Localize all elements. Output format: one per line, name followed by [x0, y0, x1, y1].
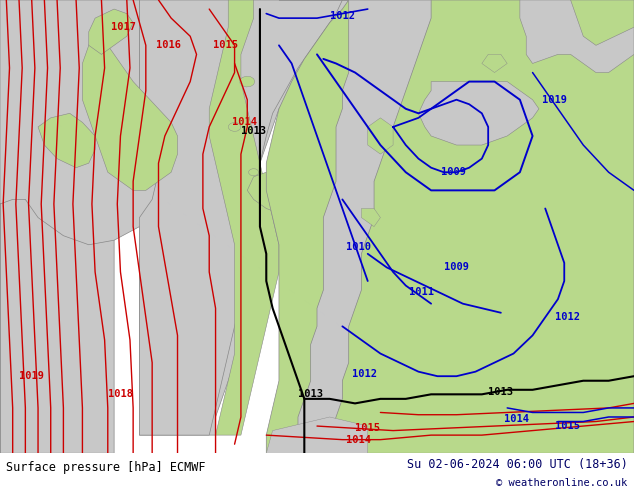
- Text: 1013: 1013: [488, 387, 514, 397]
- Text: 1017: 1017: [111, 22, 136, 32]
- Text: 1011: 1011: [409, 287, 434, 297]
- Polygon shape: [240, 76, 255, 87]
- Polygon shape: [89, 9, 133, 54]
- Text: 1014: 1014: [231, 118, 257, 127]
- Text: 1014: 1014: [504, 414, 529, 424]
- Text: 1014: 1014: [346, 435, 371, 444]
- Text: 1015: 1015: [355, 423, 380, 433]
- Polygon shape: [249, 169, 259, 176]
- Text: 1009: 1009: [441, 167, 466, 177]
- Text: 1019: 1019: [542, 95, 567, 105]
- Polygon shape: [0, 0, 203, 453]
- Text: 1010: 1010: [346, 242, 371, 252]
- Polygon shape: [361, 209, 380, 226]
- Polygon shape: [139, 0, 349, 435]
- Polygon shape: [139, 0, 247, 191]
- Polygon shape: [247, 172, 285, 213]
- Polygon shape: [0, 181, 114, 453]
- Text: 1015: 1015: [555, 421, 580, 431]
- Text: 1012: 1012: [352, 369, 377, 379]
- Polygon shape: [482, 54, 507, 73]
- Polygon shape: [82, 27, 178, 191]
- Text: 1013: 1013: [298, 390, 323, 399]
- Polygon shape: [38, 113, 95, 168]
- Text: 1015: 1015: [212, 40, 238, 50]
- Text: 1013: 1013: [241, 126, 266, 136]
- Polygon shape: [209, 0, 279, 435]
- Text: 1018: 1018: [108, 390, 133, 399]
- Polygon shape: [228, 122, 241, 131]
- Text: 1016: 1016: [155, 40, 181, 50]
- Polygon shape: [139, 0, 342, 435]
- Polygon shape: [0, 0, 203, 226]
- Polygon shape: [298, 0, 431, 435]
- Text: 1012: 1012: [330, 11, 355, 21]
- Polygon shape: [266, 417, 368, 453]
- Polygon shape: [418, 82, 539, 145]
- Polygon shape: [571, 0, 634, 46]
- Text: 1012: 1012: [555, 312, 580, 322]
- Text: Surface pressure [hPa] ECMWF: Surface pressure [hPa] ECMWF: [6, 462, 206, 474]
- Text: Su 02-06-2024 06:00 UTC (18+36): Su 02-06-2024 06:00 UTC (18+36): [407, 458, 628, 471]
- Polygon shape: [520, 0, 634, 73]
- Text: 1009: 1009: [444, 263, 469, 272]
- Polygon shape: [368, 118, 393, 154]
- Text: © weatheronline.co.uk: © weatheronline.co.uk: [496, 478, 628, 489]
- Polygon shape: [266, 0, 634, 453]
- Text: 1019: 1019: [19, 371, 44, 381]
